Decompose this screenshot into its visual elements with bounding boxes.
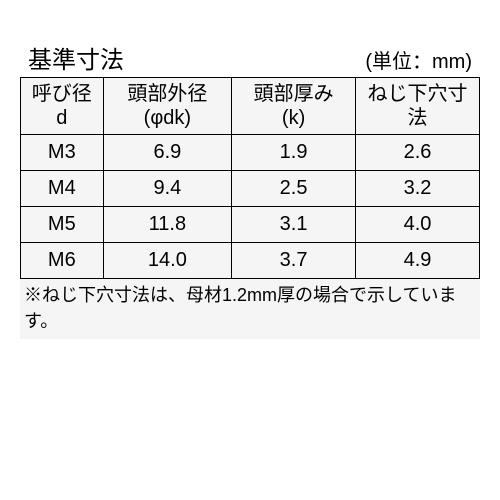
table-cell: M3 bbox=[21, 135, 104, 171]
table-cell: 11.8 bbox=[103, 207, 232, 243]
table-header-row: 呼び径 d 頭部外径 (φdk) 頭部厚み (k) ねじ下穴寸法 bbox=[21, 78, 480, 135]
col-header-hole: ねじ下穴寸法 bbox=[356, 78, 480, 135]
col-header-line2: (k) bbox=[234, 106, 353, 130]
table-cell: 6.9 bbox=[103, 135, 232, 171]
table-row: M614.03.74.9 bbox=[21, 243, 480, 279]
unit-label: (単位：mm) bbox=[365, 45, 472, 74]
content-container: 基準寸法 (単位：mm) 呼び径 d 頭部外径 (φdk) 頭部厚み (k) bbox=[0, 0, 500, 359]
table-body: M36.91.92.6M49.42.53.2M511.83.14.0M614.0… bbox=[21, 135, 480, 279]
table-cell: 3.7 bbox=[232, 243, 356, 279]
col-header-line2: (φdk) bbox=[106, 106, 230, 130]
col-header-line1: ねじ下穴寸法 bbox=[358, 82, 477, 130]
table-cell: M5 bbox=[21, 207, 104, 243]
col-header-diameter: 呼び径 d bbox=[21, 78, 104, 135]
col-header-line2: d bbox=[23, 106, 101, 130]
col-header-line1: 頭部外径 bbox=[106, 82, 230, 106]
col-header-line1: 頭部厚み bbox=[234, 82, 353, 106]
table-row: M36.91.92.6 bbox=[21, 135, 480, 171]
table-title: 基準寸法 bbox=[28, 40, 124, 75]
table-row: M511.83.14.0 bbox=[21, 207, 480, 243]
table-cell: 9.4 bbox=[103, 171, 232, 207]
col-header-thickness: 頭部厚み (k) bbox=[232, 78, 356, 135]
footnote: ※ねじ下穴寸法は、母材1.2mm厚の場合で示しています。 bbox=[20, 281, 480, 333]
table-cell: 2.6 bbox=[356, 135, 480, 171]
table-row: M49.42.53.2 bbox=[21, 171, 480, 207]
table-cell: 14.0 bbox=[103, 243, 232, 279]
table-cell: 2.5 bbox=[232, 171, 356, 207]
header-row: 基準寸法 (単位：mm) bbox=[20, 40, 480, 75]
dimensions-table: 呼び径 d 頭部外径 (φdk) 頭部厚み (k) ねじ下穴寸法 bbox=[20, 77, 480, 279]
col-header-line1: 呼び径 bbox=[23, 82, 101, 106]
table-cell: M6 bbox=[21, 243, 104, 279]
table-cell: 4.0 bbox=[356, 207, 480, 243]
col-header-outer: 頭部外径 (φdk) bbox=[103, 78, 232, 135]
table-cell: 3.1 bbox=[232, 207, 356, 243]
table-cell: 4.9 bbox=[356, 243, 480, 279]
table-wrapper: 呼び径 d 頭部外径 (φdk) 頭部厚み (k) ねじ下穴寸法 bbox=[20, 77, 480, 339]
table-cell: 3.2 bbox=[356, 171, 480, 207]
table-cell: M4 bbox=[21, 171, 104, 207]
table-cell: 1.9 bbox=[232, 135, 356, 171]
